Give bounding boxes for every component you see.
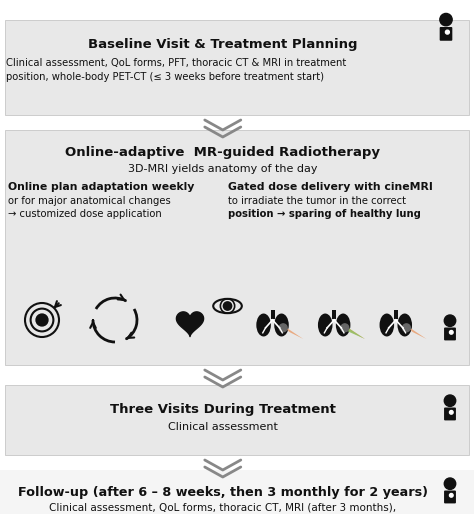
Circle shape xyxy=(449,493,453,497)
Ellipse shape xyxy=(398,314,412,337)
FancyBboxPatch shape xyxy=(444,327,456,340)
Text: Clinical assessment, QoL forms, thoracic CT, MRI (after 3 months),: Clinical assessment, QoL forms, thoracic… xyxy=(49,503,396,513)
Circle shape xyxy=(449,411,453,414)
Text: Clinical assessment: Clinical assessment xyxy=(168,422,278,432)
Text: position, whole-body PET-CT (≤ 3 weeks before treatment start): position, whole-body PET-CT (≤ 3 weeks b… xyxy=(6,72,324,82)
Ellipse shape xyxy=(256,314,271,337)
Text: position → sparing of healthy lung: position → sparing of healthy lung xyxy=(228,209,420,219)
Bar xyxy=(394,309,398,319)
Text: or for major anatomical changes: or for major anatomical changes xyxy=(8,196,171,206)
Text: Online-adaptive  MR-guided Radiotherapy: Online-adaptive MR-guided Radiotherapy xyxy=(65,146,380,159)
Bar xyxy=(5,20,469,115)
Circle shape xyxy=(444,478,456,489)
Circle shape xyxy=(36,315,47,325)
Text: to irradiate the tumor in the correct: to irradiate the tumor in the correct xyxy=(228,196,406,206)
Ellipse shape xyxy=(336,314,350,337)
Bar xyxy=(5,130,469,365)
Bar xyxy=(0,470,474,514)
Ellipse shape xyxy=(318,314,332,337)
Text: → customized dose application: → customized dose application xyxy=(8,209,162,219)
Bar xyxy=(5,385,469,455)
Polygon shape xyxy=(344,325,365,339)
Polygon shape xyxy=(340,325,365,339)
Text: Baseline Visit & Treatment Planning: Baseline Visit & Treatment Planning xyxy=(88,38,357,51)
Bar xyxy=(271,309,274,319)
FancyBboxPatch shape xyxy=(440,27,452,41)
Ellipse shape xyxy=(380,314,394,337)
Circle shape xyxy=(341,324,349,332)
Circle shape xyxy=(446,30,449,34)
Text: Clinical assessment, QoL forms, PFT, thoracic CT & MRI in treatment: Clinical assessment, QoL forms, PFT, tho… xyxy=(6,58,346,68)
Circle shape xyxy=(440,13,452,26)
Text: Online plan adaptation weekly: Online plan adaptation weekly xyxy=(8,182,194,192)
FancyBboxPatch shape xyxy=(444,490,456,503)
Bar xyxy=(332,309,336,319)
Circle shape xyxy=(449,331,453,334)
Circle shape xyxy=(402,324,410,332)
Circle shape xyxy=(223,302,232,310)
Text: 3D-MRI yields anatomy of the day: 3D-MRI yields anatomy of the day xyxy=(128,164,318,174)
FancyBboxPatch shape xyxy=(444,408,456,420)
Text: Follow-up (after 6 – 8 weeks, then 3 monthly for 2 years): Follow-up (after 6 – 8 weeks, then 3 mon… xyxy=(18,486,428,499)
Circle shape xyxy=(444,315,456,326)
Circle shape xyxy=(444,395,456,407)
Polygon shape xyxy=(283,325,303,339)
Polygon shape xyxy=(406,325,427,339)
Text: Gated dose delivery with cineMRI: Gated dose delivery with cineMRI xyxy=(228,182,432,192)
Ellipse shape xyxy=(274,314,289,337)
Circle shape xyxy=(279,324,287,332)
Polygon shape xyxy=(176,312,204,337)
Text: Three Visits During Treatment: Three Visits During Treatment xyxy=(110,403,336,416)
